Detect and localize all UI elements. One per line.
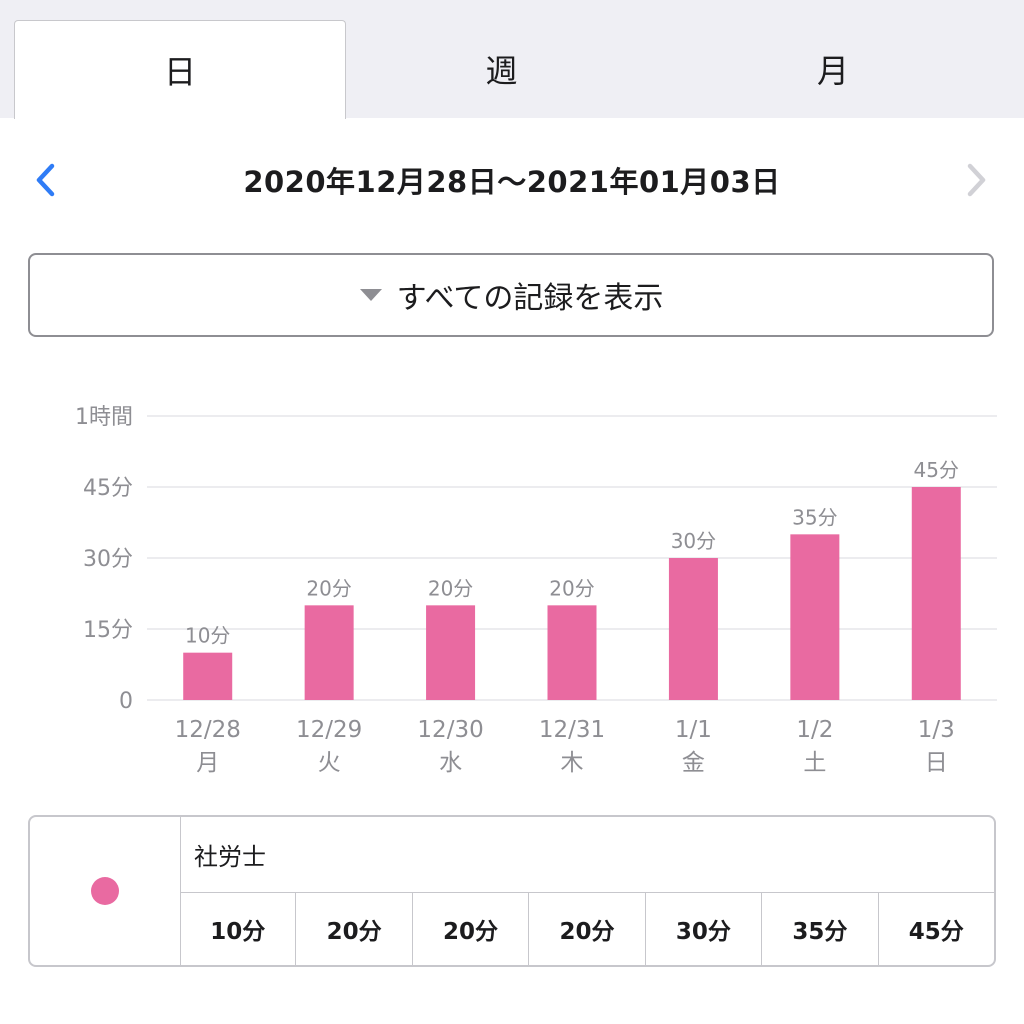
bar <box>547 605 597 700</box>
x-tick-label: 12/31 <box>539 717 605 743</box>
next-week-button[interactable] <box>946 140 1006 220</box>
previous-week-button[interactable] <box>16 140 76 220</box>
x-tick-label: 1/3 <box>918 717 955 743</box>
bar <box>790 534 840 700</box>
triangle-down-icon <box>359 287 383 303</box>
bar-value-label: 20分 <box>549 576 594 600</box>
bar <box>911 487 961 700</box>
date-range-title: 2020年12月28日〜2021年01月03日 <box>243 165 781 199</box>
bar-value-label: 30分 <box>671 529 716 553</box>
x-tick-weekday: 土 <box>803 750 826 776</box>
bar-value-label: 20分 <box>428 576 473 600</box>
bar <box>183 652 233 700</box>
legend-dot <box>91 877 119 905</box>
chevron-left-icon <box>36 163 55 197</box>
bar <box>426 605 476 700</box>
period-tab-bar: 日 週 月 <box>0 0 1024 119</box>
summary-values-row: 10分 20分 20分 20分 30分 35分 45分 <box>180 893 994 965</box>
chevron-right-icon <box>967 163 986 197</box>
tab-month[interactable]: 月 <box>816 52 849 90</box>
bar-value-label: 35分 <box>792 505 837 529</box>
summary-table: 社労士 10分 20分 20分 20分 30分 35分 45分 <box>28 815 996 967</box>
tab-day[interactable]: 日 <box>14 20 346 119</box>
legend-cell <box>30 817 181 965</box>
tab-week[interactable]: 週 <box>485 52 518 90</box>
summary-value: 20分 <box>295 893 411 965</box>
x-tick-label: 12/28 <box>175 717 241 743</box>
daily-study-time-chart: 0 15分 30分 45分 1時間 10分 12/28 月 20分 12/29 火 20分 12/30 水… <box>75 405 997 776</box>
x-tick-weekday: 月 <box>196 750 219 776</box>
y-tick-label: 45分 <box>83 476 133 501</box>
bar <box>668 558 718 700</box>
summary-value: 20分 <box>411 893 528 965</box>
y-tick-label: 15分 <box>83 618 133 643</box>
summary-value: 35分 <box>761 893 877 965</box>
series-name: 社労士 <box>180 817 994 893</box>
date-navigation: 2020年12月28日〜2021年01月03日 <box>0 140 1024 220</box>
bar <box>304 605 354 700</box>
bar-value-label: 45分 <box>914 458 959 482</box>
y-tick-label: 0 <box>119 689 133 714</box>
bar-value-label: 10分 <box>185 624 230 648</box>
summary-value: 20分 <box>528 893 644 965</box>
x-tick-weekday: 木 <box>561 750 584 776</box>
y-tick-label: 1時間 <box>75 405 133 430</box>
x-tick-weekday: 日 <box>925 750 948 776</box>
summary-value: 10分 <box>210 919 266 945</box>
x-tick-weekday: 金 <box>682 750 705 776</box>
x-tick-label: 1/2 <box>796 717 833 743</box>
bar-value-label: 20分 <box>306 576 351 600</box>
x-tick-label: 12/30 <box>417 717 483 743</box>
x-tick-label: 1/1 <box>675 717 712 743</box>
summary-value: 45分 <box>877 893 994 965</box>
x-tick-weekday: 水 <box>439 750 462 776</box>
x-tick-label: 12/29 <box>296 717 362 743</box>
filter-label: すべての記録を表示 <box>396 281 664 316</box>
record-filter-dropdown[interactable]: すべての記録を表示 <box>28 253 994 337</box>
x-tick-weekday: 火 <box>318 750 341 776</box>
y-tick-label: 30分 <box>83 547 133 572</box>
summary-value: 30分 <box>644 893 761 965</box>
